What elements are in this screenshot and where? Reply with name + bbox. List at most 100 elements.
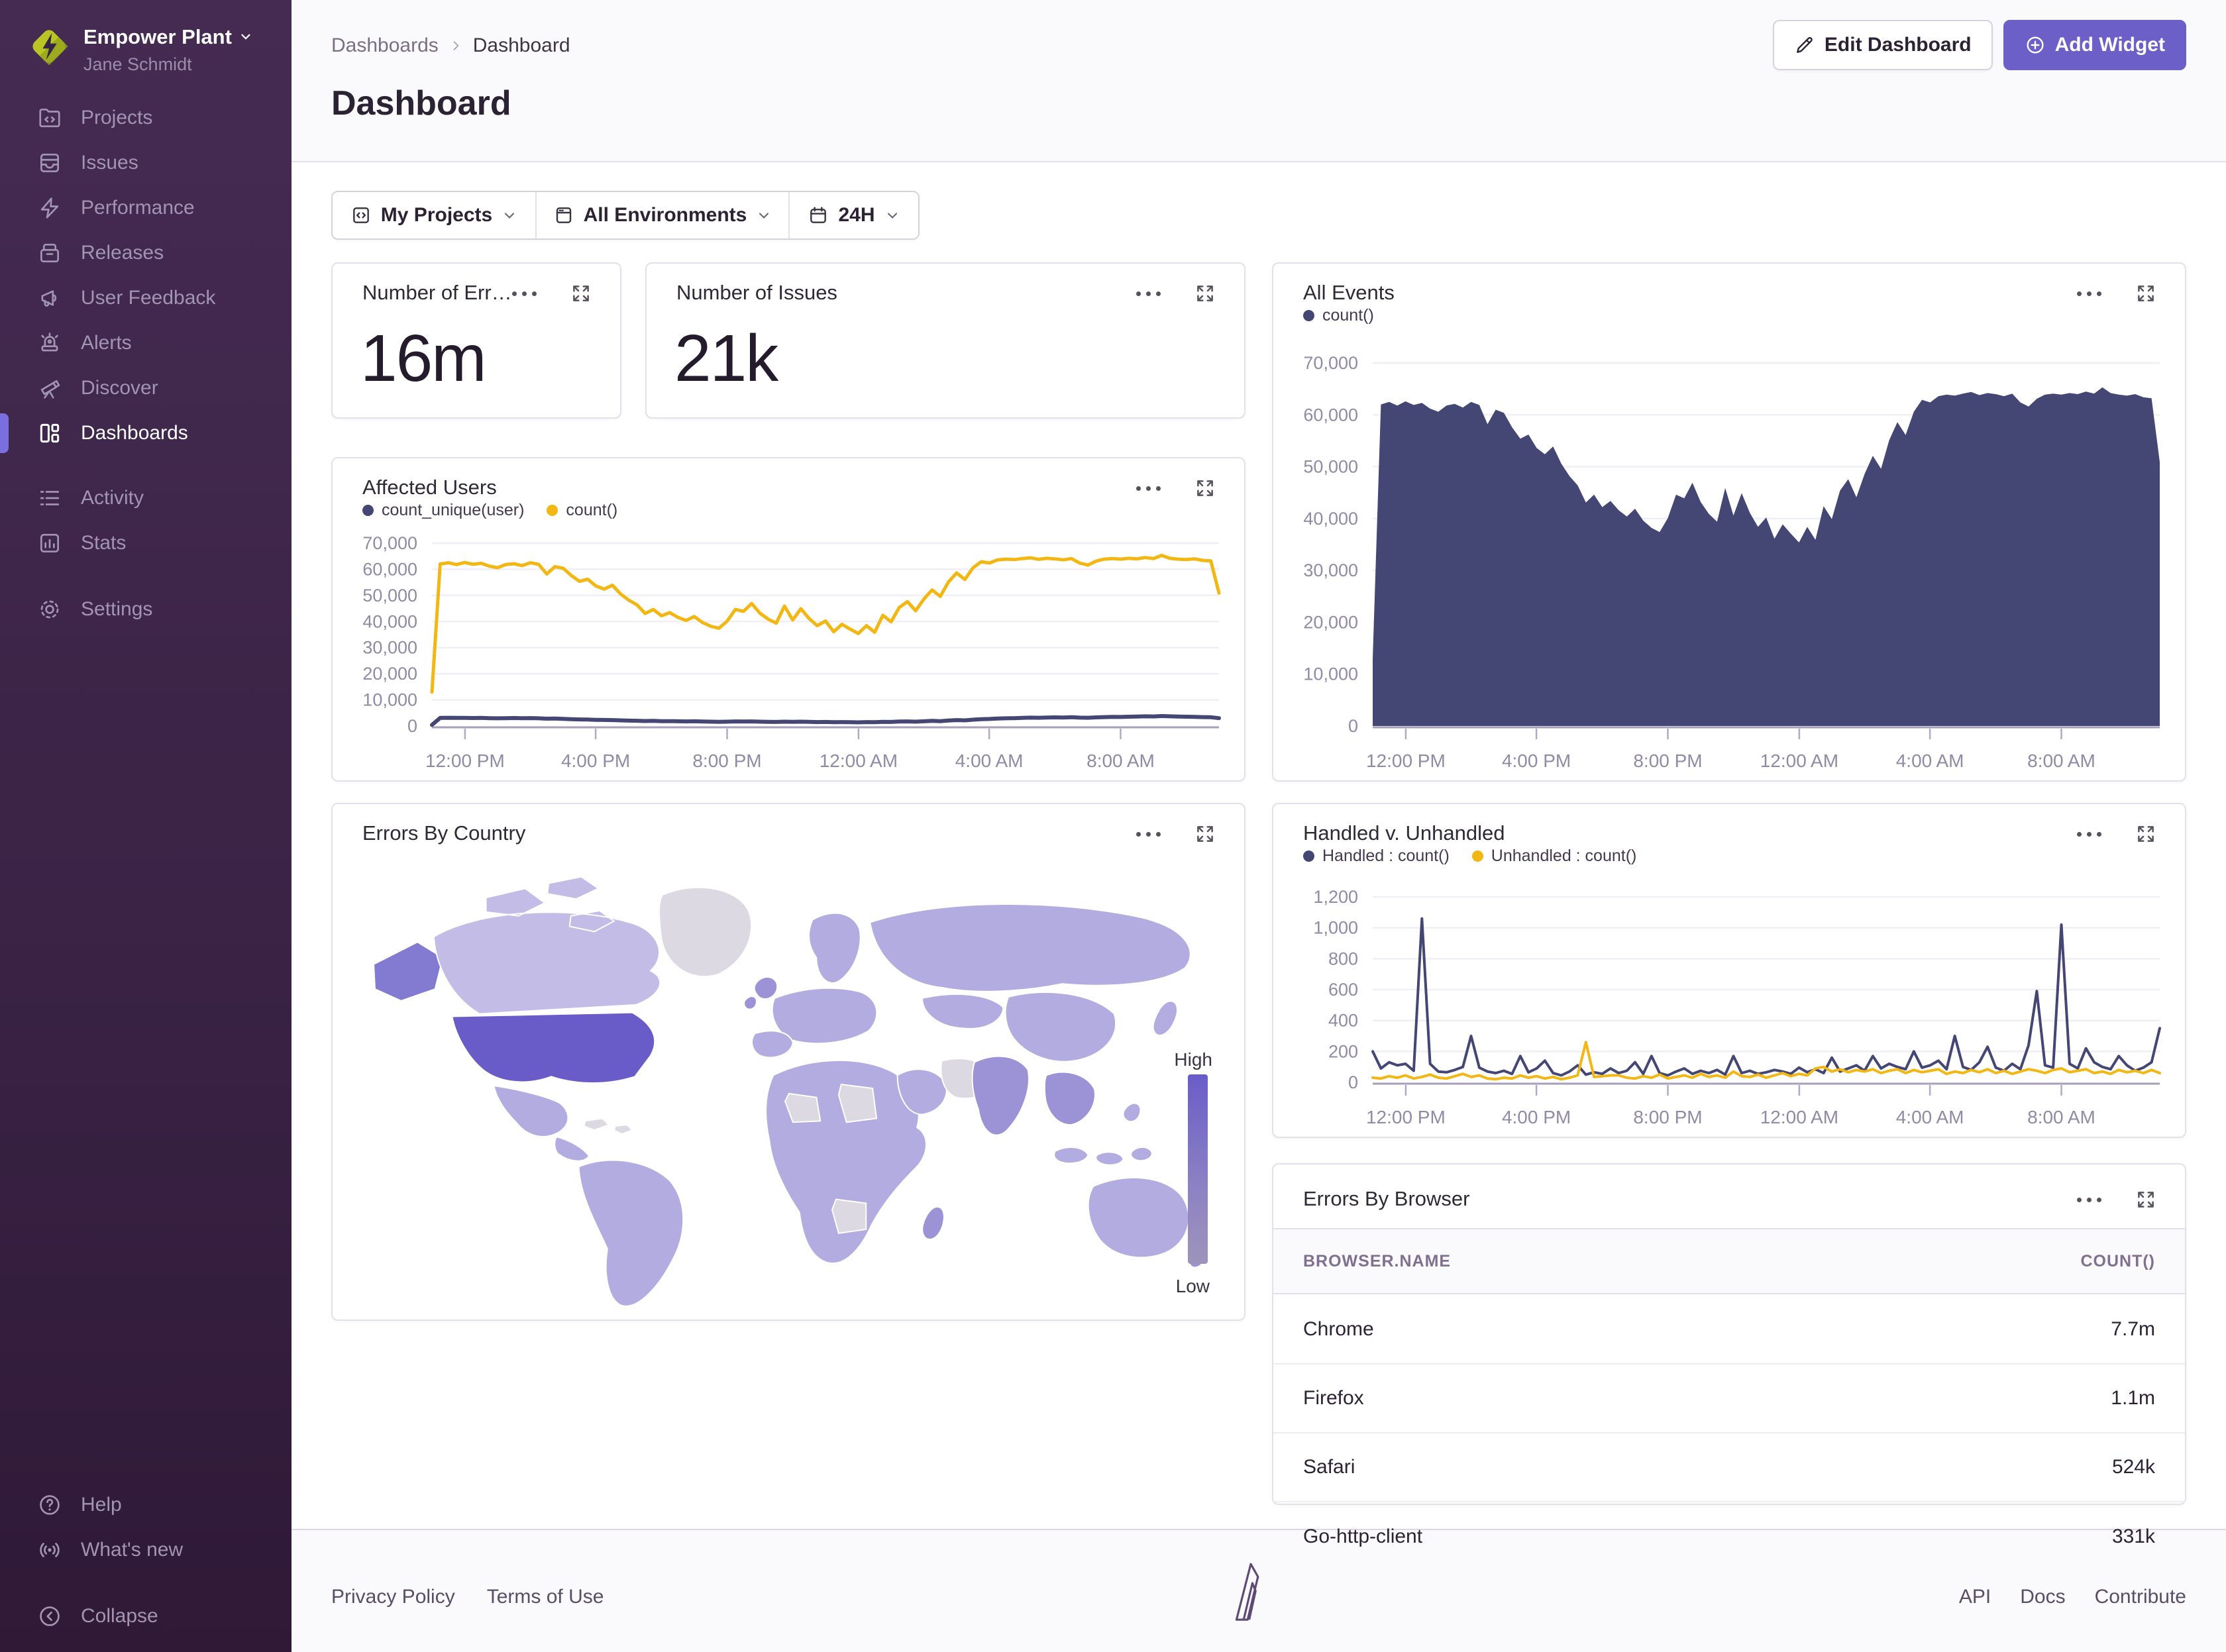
svg-text:8:00 PM: 8:00 PM — [1633, 750, 1702, 771]
affected-users-chart[interactable]: 10,00020,00030,00040,00050,00060,00070,0… — [333, 531, 1247, 782]
expand-icon[interactable] — [2136, 824, 2156, 844]
map-region-madagascar — [922, 1207, 944, 1239]
docs-link[interactable]: Docs — [2020, 1586, 2065, 1608]
archive-icon — [37, 240, 62, 266]
column-browser-name[interactable]: BROWSER.NAME — [1303, 1252, 1451, 1271]
api-link[interactable]: API — [1959, 1586, 1991, 1608]
widget-menu-icon[interactable] — [1136, 486, 1161, 491]
project-filter[interactable]: My Projects — [333, 192, 535, 238]
map-legend-high: High — [1174, 1049, 1212, 1070]
widget-title: Handled v. Unhandled — [1303, 821, 1505, 845]
svg-text:70,000: 70,000 — [1303, 353, 1358, 373]
issues-icon — [37, 150, 62, 176]
widget-menu-icon[interactable] — [2077, 291, 2101, 296]
sidebar-item-whats-new[interactable]: What's new — [0, 1527, 292, 1573]
svg-text:800: 800 — [1328, 949, 1358, 968]
widget-all-events: All Events count() 10,00020,00030,00040,… — [1272, 262, 2186, 782]
chevron-down-icon — [756, 207, 772, 223]
map-region-mexico — [494, 1086, 568, 1137]
svg-text:12:00 AM: 12:00 AM — [1760, 1107, 1838, 1127]
org-logo[interactable] — [26, 24, 72, 69]
sidebar-item-discover[interactable]: Discover — [0, 366, 292, 411]
org-user: Jane Schmidt — [83, 54, 192, 75]
breadcrumb-current: Dashboard — [473, 34, 570, 57]
widget-menu-icon[interactable] — [1136, 832, 1161, 837]
sidebar-item-settings[interactable]: Settings — [0, 587, 292, 632]
svg-text:12:00 AM: 12:00 AM — [820, 750, 898, 771]
svg-text:50,000: 50,000 — [362, 586, 417, 605]
big-number-value: 16m — [360, 321, 486, 397]
widget-menu-icon[interactable] — [1136, 291, 1161, 296]
svg-text:60,000: 60,000 — [1303, 405, 1358, 425]
svg-text:40,000: 40,000 — [1303, 509, 1358, 529]
chevron-down-icon — [238, 25, 253, 49]
widget-menu-icon[interactable] — [2077, 832, 2101, 837]
sidebar-item-issues[interactable]: Issues — [0, 140, 292, 185]
org-switcher[interactable]: Empower Plant — [83, 25, 253, 49]
sidebar-item-performance[interactable]: Performance — [0, 185, 292, 231]
svg-text:4:00 PM: 4:00 PM — [561, 750, 630, 771]
widget-menu-icon[interactable] — [2077, 1198, 2101, 1202]
world-map[interactable] — [343, 860, 1230, 1317]
sidebar-item-projects[interactable]: Projects — [0, 95, 292, 140]
sidebar-item-releases[interactable]: Releases — [0, 231, 292, 276]
contribute-link[interactable]: Contribute — [2095, 1586, 2186, 1608]
app-root: Empower Plant Jane Schmidt Projects Issu… — [0, 0, 2226, 1652]
sidebar-item-stats[interactable]: Stats — [0, 521, 292, 566]
svg-text:1,000: 1,000 — [1313, 918, 1358, 938]
svg-text:60,000: 60,000 — [362, 559, 417, 579]
widget-menu-icon[interactable] — [512, 291, 537, 296]
svg-text:0: 0 — [1348, 716, 1358, 736]
map-region-indonesia — [1054, 1147, 1152, 1165]
sidebar-collapse-button[interactable]: Collapse — [0, 1594, 292, 1639]
all-events-chart[interactable]: 10,00020,00030,00040,00050,00060,00070,0… — [1273, 336, 2188, 782]
svg-text:8:00 PM: 8:00 PM — [1633, 1107, 1702, 1127]
sidebar-item-alerts[interactable]: Alerts — [0, 321, 292, 366]
svg-text:4:00 PM: 4:00 PM — [1502, 1107, 1571, 1127]
time-range-filter[interactable]: 24H — [790, 192, 918, 238]
expand-icon[interactable] — [1195, 478, 1215, 498]
expand-icon[interactable] — [571, 284, 591, 303]
map-region-australia — [1088, 1178, 1189, 1257]
expand-icon[interactable] — [1195, 824, 1215, 844]
column-count[interactable]: COUNT() — [2080, 1252, 2155, 1271]
svg-text:1,200: 1,200 — [1313, 887, 1358, 907]
environment-filter[interactable]: All Environments — [537, 192, 788, 238]
privacy-policy-link[interactable]: Privacy Policy — [331, 1586, 455, 1608]
svg-text:8:00 PM: 8:00 PM — [692, 750, 761, 771]
add-widget-button[interactable]: Add Widget — [2003, 20, 2186, 70]
expand-icon[interactable] — [2136, 1190, 2156, 1210]
terms-of-use-link[interactable]: Terms of Use — [487, 1586, 604, 1608]
legend-item: Handled : count() — [1303, 847, 1450, 866]
expand-icon[interactable] — [2136, 284, 2156, 303]
widget-number-of-issues: Number of Issues 21k — [645, 262, 1246, 419]
legend-item: count() — [1303, 306, 1374, 325]
widget-affected-users: Affected Users count_unique(user) count(… — [331, 457, 1246, 782]
map-region-alaska — [374, 942, 443, 1001]
broadcast-icon — [37, 1537, 62, 1563]
legend-item: Unhandled : count() — [1472, 847, 1637, 866]
sidebar-item-user-feedback[interactable]: User Feedback — [0, 276, 292, 321]
page-header: Dashboards Dashboard Dashboard Edit Dash… — [292, 0, 2226, 162]
svg-text:50,000: 50,000 — [1303, 457, 1358, 477]
map-region-central-america — [555, 1137, 589, 1161]
svg-text:10,000: 10,000 — [362, 690, 417, 710]
widget-number-of-errors: Number of Err… 16m — [331, 262, 621, 419]
handled-v-unhandled-chart[interactable]: 2004006008001,0001,200012:00 PM4:00 PM8:… — [1273, 877, 2188, 1138]
chevron-right-icon — [449, 39, 462, 52]
legend-item: count_unique(user) — [362, 501, 524, 520]
sidebar-item-dashboards[interactable]: Dashboards — [0, 411, 292, 456]
breadcrumb: Dashboards Dashboard — [331, 34, 570, 57]
map-region-scandinavia — [809, 913, 861, 982]
svg-text:12:00 PM: 12:00 PM — [425, 750, 505, 771]
pencil-icon — [1794, 34, 1815, 56]
legend-dot — [547, 505, 558, 516]
collapse-icon — [37, 1604, 62, 1629]
sidebar-item-activity[interactable]: Activity — [0, 476, 292, 521]
sidebar-item-help[interactable]: Help — [0, 1482, 292, 1527]
breadcrumb-dashboards-link[interactable]: Dashboards — [331, 34, 439, 57]
edit-dashboard-button[interactable]: Edit Dashboard — [1773, 20, 1993, 70]
expand-icon[interactable] — [1195, 284, 1215, 303]
megaphone-icon — [37, 285, 62, 311]
svg-text:8:00 AM: 8:00 AM — [2027, 750, 2095, 771]
